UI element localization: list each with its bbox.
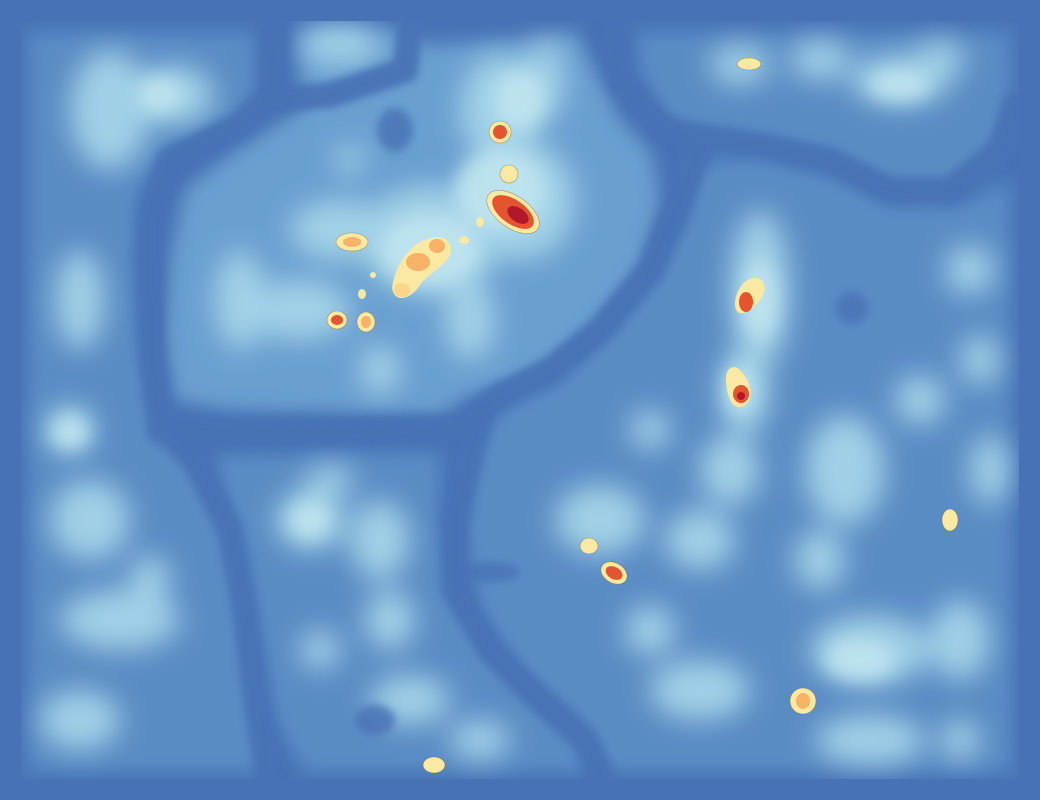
hotspot-south-edge (423, 757, 445, 773)
hotspot-east-mid (726, 367, 751, 408)
hotspot-east-south (600, 561, 628, 585)
boundary-north-east (467, 17, 713, 425)
hotspot-northeast-top (737, 58, 761, 70)
hotspot-layer (327, 58, 958, 773)
boundary-central-vertical (442, 399, 613, 788)
boundary-northeast-south (647, 92, 1028, 203)
hotspot-north-central-core (486, 190, 540, 234)
low-pockets-layer (355, 108, 868, 735)
density-low-layer (40, 25, 1010, 765)
contour-layer (326, 57, 959, 774)
hotspot-southeast (790, 688, 816, 714)
boundary-north-central-east (262, 15, 423, 113)
hotspot-east-south-small (580, 538, 598, 554)
hotspot-east-north (735, 278, 765, 314)
hotspot-north-central-cluster (392, 236, 451, 299)
hotspot-far-east (942, 509, 958, 531)
hotspot-north-central-top (489, 121, 518, 183)
boundary-northwest (137, 17, 288, 783)
hotspot-north-central-west (327, 217, 484, 332)
boundary-layer (137, 15, 1028, 788)
